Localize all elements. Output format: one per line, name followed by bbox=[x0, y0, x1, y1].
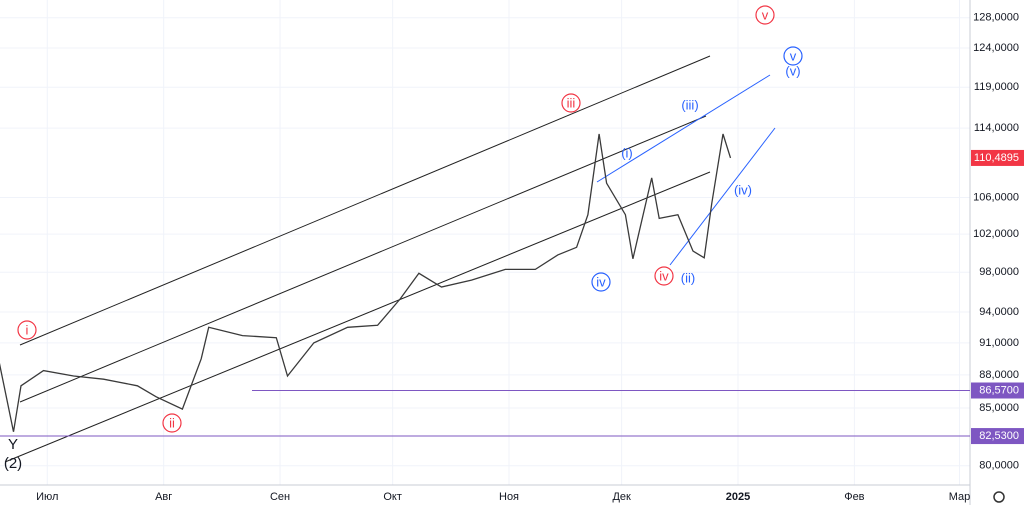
wave-label: i bbox=[26, 322, 29, 337]
channel-line bbox=[19, 115, 707, 403]
wave-label: iv bbox=[659, 268, 669, 283]
wave-label: (i) bbox=[621, 145, 633, 160]
y-tick-label: 128,0000 bbox=[973, 12, 1019, 24]
y-tick-label: 98,0000 bbox=[979, 266, 1019, 278]
y-tick-label: 114,0000 bbox=[974, 122, 1019, 134]
x-tick-label: Сен bbox=[270, 491, 290, 503]
settings-icon[interactable] bbox=[993, 491, 1005, 503]
x-tick-label: Авг bbox=[155, 491, 172, 503]
wave-label: iii bbox=[567, 95, 576, 110]
wave-circle bbox=[17, 320, 37, 340]
level-label: 86,5700 bbox=[979, 384, 1019, 396]
last-price-label: 110,4895 bbox=[974, 152, 1019, 164]
wave-circle bbox=[654, 266, 674, 286]
y-tick-label: 80,0000 bbox=[979, 460, 1019, 472]
wave-line bbox=[596, 74, 771, 183]
x-tick-label: Мар bbox=[949, 491, 971, 503]
y-tick-label: 106,0000 bbox=[973, 191, 1019, 203]
x-tick-label: Ноя bbox=[499, 491, 519, 503]
x-tick-label: Дек bbox=[612, 491, 631, 503]
level-label-box bbox=[971, 428, 1024, 445]
y-tick-label: 124,0000 bbox=[973, 42, 1019, 54]
wave-label: (v) bbox=[785, 63, 800, 78]
wave-label: v bbox=[762, 7, 769, 22]
y-tick-label: 91,0000 bbox=[979, 337, 1019, 349]
y-tick-label: 94,0000 bbox=[979, 306, 1019, 318]
wave-label: iv bbox=[596, 274, 606, 289]
channel-lines bbox=[4, 55, 776, 463]
price-line bbox=[0, 133, 732, 432]
level-label-box bbox=[971, 382, 1024, 399]
y-tick-label: 88,0000 bbox=[979, 369, 1019, 381]
channel-line bbox=[19, 55, 711, 346]
wave-label: (iii) bbox=[681, 97, 698, 112]
wave-circle bbox=[783, 46, 803, 66]
level-label: 82,5300 bbox=[979, 430, 1019, 442]
wave-circle bbox=[755, 5, 775, 25]
wave-label: (ii) bbox=[681, 270, 695, 285]
settings-icon[interactable] bbox=[993, 491, 1005, 503]
wave-line bbox=[669, 127, 776, 266]
wave-circle bbox=[162, 413, 182, 433]
x-tick-label: Окт bbox=[383, 491, 402, 503]
x-tick-label: Июл bbox=[36, 491, 58, 503]
wave-circle bbox=[561, 93, 581, 113]
wave-label: v bbox=[790, 48, 797, 63]
wave-circle bbox=[591, 272, 611, 292]
y-tick-label: 102,0000 bbox=[973, 228, 1019, 240]
grid bbox=[0, 0, 970, 485]
plot bbox=[0, 133, 732, 432]
y-tick-label: 85,0000 bbox=[979, 402, 1019, 414]
x-tick-label: Фев bbox=[844, 491, 864, 503]
x-tick-label: 2025 bbox=[726, 491, 750, 503]
y-tick-label: 119,0000 bbox=[974, 81, 1019, 93]
wave-label: (iv) bbox=[734, 182, 752, 197]
wave-label: (2) bbox=[4, 455, 22, 472]
wave-label: Y bbox=[8, 436, 18, 453]
wave-label: ii bbox=[169, 415, 175, 430]
channel-line bbox=[4, 171, 711, 463]
last-price-box bbox=[971, 149, 1024, 166]
